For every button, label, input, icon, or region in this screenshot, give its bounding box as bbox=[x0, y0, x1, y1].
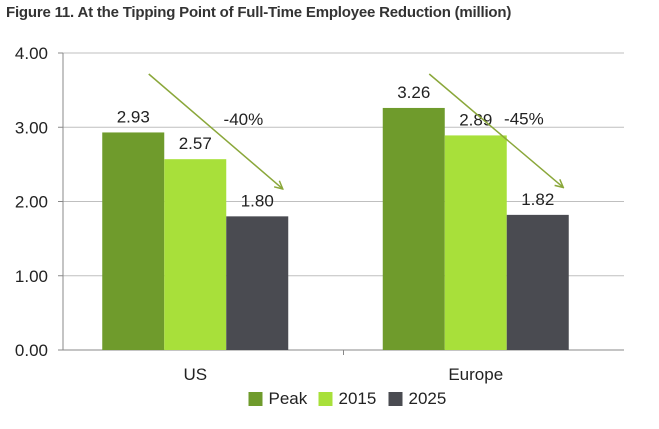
chart-title: Figure 11. At the Tipping Point of Full-… bbox=[6, 4, 512, 21]
y-tick-label: 3.00 bbox=[15, 118, 48, 137]
bar-peak-us bbox=[102, 132, 165, 350]
x-category-label: US bbox=[183, 365, 207, 384]
bar-peak-europe bbox=[382, 107, 445, 350]
bar-2025-europe bbox=[506, 214, 569, 350]
data-label: 1.82 bbox=[521, 190, 554, 209]
legend-swatch-peak bbox=[248, 392, 263, 406]
data-label: 2.89 bbox=[459, 110, 492, 129]
data-label: 2.93 bbox=[117, 107, 150, 126]
y-tick-label: 0.00 bbox=[15, 341, 48, 360]
bar-2015-us bbox=[164, 159, 227, 350]
data-label: 1.80 bbox=[241, 191, 274, 210]
trend-arrow bbox=[148, 73, 282, 188]
y-tick-label: 2.00 bbox=[15, 193, 48, 212]
percent-change-label: -45% bbox=[504, 109, 544, 128]
bar-2015-europe bbox=[444, 135, 507, 350]
y-tick-label: 4.00 bbox=[15, 44, 48, 63]
y-tick-label: 1.00 bbox=[15, 267, 48, 286]
data-label: 3.26 bbox=[397, 83, 430, 102]
x-category-label: Europe bbox=[448, 365, 503, 384]
data-label: 2.57 bbox=[179, 134, 212, 153]
legend-label-2015: 2015 bbox=[339, 389, 377, 408]
percent-change-label: -40% bbox=[224, 110, 264, 129]
legend-label-2025: 2025 bbox=[409, 389, 447, 408]
bar-2025-us bbox=[226, 216, 289, 350]
legend-swatch-2025 bbox=[388, 392, 403, 406]
legend-swatch-2015 bbox=[318, 392, 333, 406]
legend-label-peak: Peak bbox=[269, 389, 308, 408]
trend-arrow bbox=[428, 73, 562, 187]
